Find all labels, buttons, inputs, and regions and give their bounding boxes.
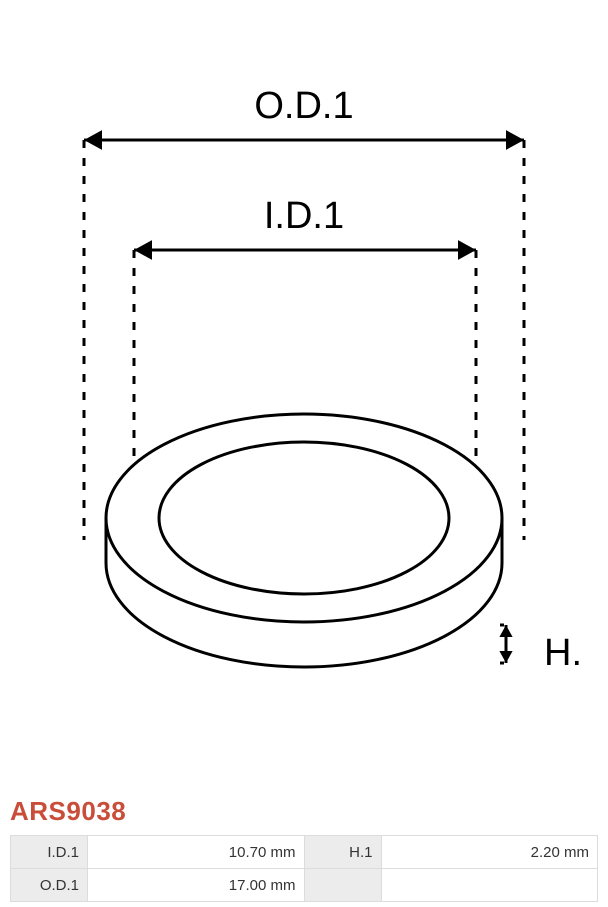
spec-val xyxy=(381,869,598,902)
svg-text:O.D.1: O.D.1 xyxy=(254,85,353,127)
ring-diagram: O.D.1 I.D.1 H.1 xyxy=(24,60,584,740)
table-row: O.D.1 17.00 mm xyxy=(11,869,598,902)
table-row: I.D.1 10.70 mm H.1 2.20 mm xyxy=(11,836,598,869)
spec-val: 2.20 mm xyxy=(381,836,598,869)
spec-table: I.D.1 10.70 mm H.1 2.20 mm O.D.1 17.00 m… xyxy=(10,835,598,902)
spec-key: O.D.1 xyxy=(11,869,88,902)
svg-text:H.1: H.1 xyxy=(544,632,584,674)
spec-key: I.D.1 xyxy=(11,836,88,869)
part-number-title: ARS9038 xyxy=(10,796,598,827)
svg-text:I.D.1: I.D.1 xyxy=(264,195,344,237)
diagram-region: O.D.1 I.D.1 H.1 xyxy=(10,10,598,790)
spec-val: 17.00 mm xyxy=(88,869,305,902)
spec-key: H.1 xyxy=(304,836,381,869)
spec-key xyxy=(304,869,381,902)
spec-val: 10.70 mm xyxy=(88,836,305,869)
